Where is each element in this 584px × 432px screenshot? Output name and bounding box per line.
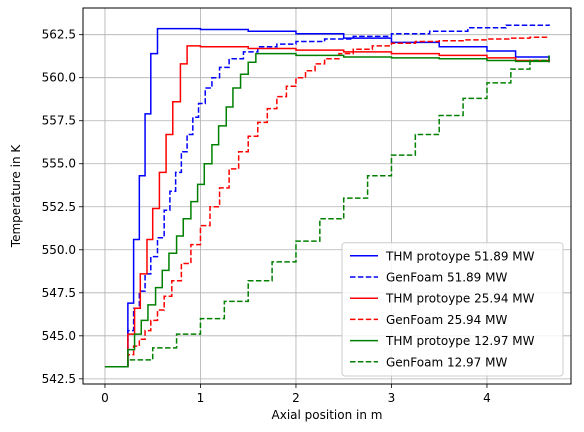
y-tick-label: 550.0 (42, 243, 76, 257)
grid (83, 8, 571, 384)
y-tick-label: 545.0 (42, 329, 76, 343)
legend-label: THM protoype 51.89 MW (385, 249, 535, 263)
series-line-3 (104, 36, 550, 368)
series-line-1 (104, 24, 550, 368)
y-axis-ticks: 542.5 545.0 547.5 550.0 552.5 555.0 557.5 560.0… (42, 28, 83, 386)
legend-label: THM protoype 25.94 MW (385, 292, 535, 306)
series-line-5 (104, 55, 550, 368)
y-tick-label: 560.0 (42, 71, 76, 85)
y-tick-label: 557.5 (42, 114, 76, 128)
legend-label: GenFoam 12.97 MW (386, 355, 507, 369)
x-tick-label: 1 (197, 391, 205, 405)
series-line-4 (104, 52, 550, 368)
y-axis-title: Temperature in K (9, 144, 23, 249)
x-tick-label: 3 (388, 391, 396, 405)
legend-label: GenFoam 25.94 MW (386, 313, 507, 327)
legend-label: THM protoype 12.97 MW (385, 334, 535, 348)
x-tick-label: 4 (483, 391, 491, 405)
legend-label: GenFoam 51.89 MW (386, 271, 507, 285)
x-tick-label: 0 (101, 391, 109, 405)
legend-box (341, 242, 564, 377)
axes-frame (82, 7, 572, 385)
y-tick-label: 542.5 (42, 372, 76, 386)
y-tick-label: 555.0 (42, 157, 76, 171)
x-axis-ticks: 0 1 2 3 4 (101, 384, 491, 405)
y-tick-label: 547.5 (42, 286, 76, 300)
series-line-2 (104, 45, 550, 368)
x-axis-title: Axial position in m (272, 408, 383, 422)
y-tick-label: 562.5 (42, 28, 76, 42)
plot-area (104, 24, 550, 368)
legend: THM protoype 51.89 MW GenFoam 51.89 MW THM… (341, 242, 564, 377)
series-line-0 (104, 27, 550, 368)
y-tick-label: 552.5 (42, 200, 76, 214)
x-tick-label: 2 (292, 391, 300, 405)
